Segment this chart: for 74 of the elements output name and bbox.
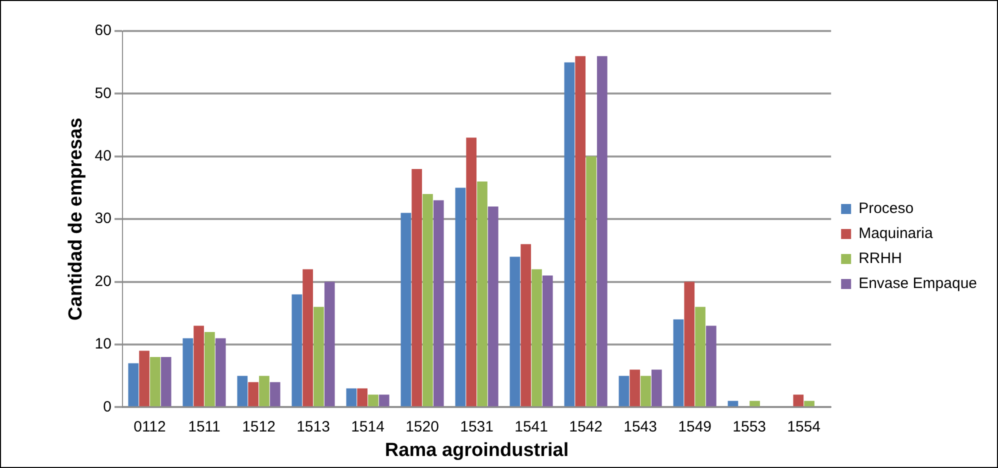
legend-label: RRHH: [858, 250, 902, 268]
x-tick-label: 0112: [134, 418, 166, 436]
bar: [160, 357, 172, 406]
bar: [618, 376, 630, 406]
x-tick-label: 1514: [351, 418, 384, 436]
y-axis-title: Cantidad de empresas: [66, 118, 87, 320]
x-tick-label: 1554: [787, 418, 821, 436]
bar: [466, 138, 477, 406]
bar: [630, 370, 640, 406]
x-tick-label: 1511: [188, 418, 220, 436]
bar: [564, 62, 575, 406]
bar: [237, 376, 248, 406]
y-tick-label: 50: [94, 84, 112, 102]
bar: [488, 206, 498, 406]
bar: [150, 357, 160, 406]
bar: [139, 350, 150, 406]
bar: [378, 394, 390, 406]
bar: [651, 370, 662, 406]
bar: [368, 394, 378, 406]
bar: [586, 156, 596, 406]
legend-label: Maquinaria: [858, 225, 934, 242]
bar: [400, 212, 412, 406]
bar: [204, 332, 215, 406]
y-tick-label: 10: [94, 336, 112, 353]
bar: [804, 400, 814, 406]
x-axis-title: Rama agroindustrial: [384, 440, 569, 461]
bar: [510, 256, 520, 406]
x-tick-label: 1513: [296, 418, 330, 436]
x-tick-label: 1553: [732, 418, 766, 436]
x-tick-label: 1549: [678, 418, 712, 436]
bar: [793, 394, 804, 406]
bar: [270, 382, 280, 406]
bar: [259, 376, 270, 406]
bar: [520, 244, 532, 406]
x-tick-label: 1512: [242, 418, 276, 436]
bar: [292, 294, 302, 406]
bar: [302, 269, 313, 406]
bar: [128, 363, 139, 406]
bar: [706, 326, 716, 406]
y-tick-label: 20: [94, 272, 112, 290]
bar: [357, 388, 368, 406]
y-tick-label: 60: [94, 22, 112, 40]
bar: [477, 181, 488, 406]
y-tick-label: 30: [94, 210, 112, 228]
bar: [215, 338, 226, 406]
bar: [542, 276, 553, 406]
bar: [728, 400, 738, 406]
x-tick-label: 1542: [569, 418, 602, 436]
x-tick-label: 1531: [460, 418, 494, 436]
bar: [684, 282, 695, 406]
bar: [324, 282, 335, 406]
x-tick-label: 1520: [406, 418, 439, 436]
bar: [695, 306, 706, 406]
x-tick-label: 1543: [624, 418, 657, 436]
bar: [532, 269, 542, 406]
bar: [412, 168, 422, 406]
bar: [673, 319, 684, 406]
bar: [194, 326, 204, 406]
bar: [346, 388, 357, 406]
x-tick-label: 1541: [514, 418, 548, 436]
bar: [750, 400, 760, 406]
bar: [455, 188, 466, 406]
y-tick-label: 40: [94, 148, 112, 165]
bar: [248, 382, 258, 406]
bar: [640, 376, 651, 406]
bar: [596, 56, 608, 406]
bar: [182, 338, 194, 406]
bar: [422, 194, 433, 406]
bar: [314, 306, 324, 406]
legend-label: Envase Empaque: [858, 275, 978, 292]
bar: [575, 56, 586, 406]
legend-label: Proceso: [858, 200, 914, 218]
y-tick-label: 0: [103, 398, 112, 416]
bar: [433, 200, 444, 406]
